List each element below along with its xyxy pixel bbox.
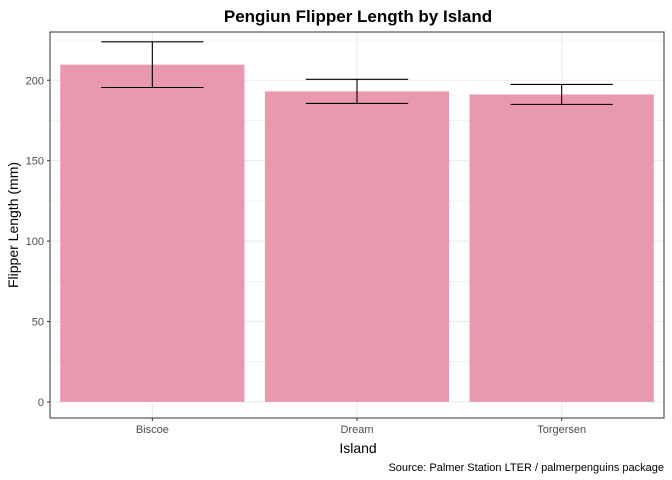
chart-caption: Source: Palmer Station LTER / palmerpeng… bbox=[388, 462, 664, 474]
bar-dream bbox=[264, 91, 450, 402]
x-axis-ticks: Biscoe Dream Torgersen bbox=[136, 418, 586, 436]
error-bar-torgersen bbox=[510, 83, 613, 105]
error-bar-dream bbox=[305, 78, 409, 104]
chart-title: Pengiun Flipper Length by Island bbox=[224, 7, 492, 26]
y-tick-label: 50 bbox=[32, 317, 44, 329]
y-axis-title: Flipper Length (mm) bbox=[5, 162, 21, 288]
y-tick-label: 100 bbox=[26, 236, 44, 248]
bar-biscoe bbox=[60, 64, 245, 402]
y-axis-ticks: 0 50 100 150 200 bbox=[26, 75, 50, 409]
bars bbox=[60, 64, 654, 402]
y-tick-label: 150 bbox=[26, 156, 44, 168]
x-axis-title: Island bbox=[339, 440, 376, 456]
bar-torgersen bbox=[469, 94, 654, 402]
error-bar-biscoe bbox=[101, 41, 204, 89]
y-tick-label: 0 bbox=[38, 397, 44, 409]
x-tick-label: Biscoe bbox=[136, 424, 169, 436]
error-bars bbox=[101, 41, 613, 105]
y-tick-label: 200 bbox=[26, 75, 44, 87]
x-tick-label: Torgersen bbox=[537, 424, 586, 436]
x-tick-label: Dream bbox=[340, 424, 373, 436]
